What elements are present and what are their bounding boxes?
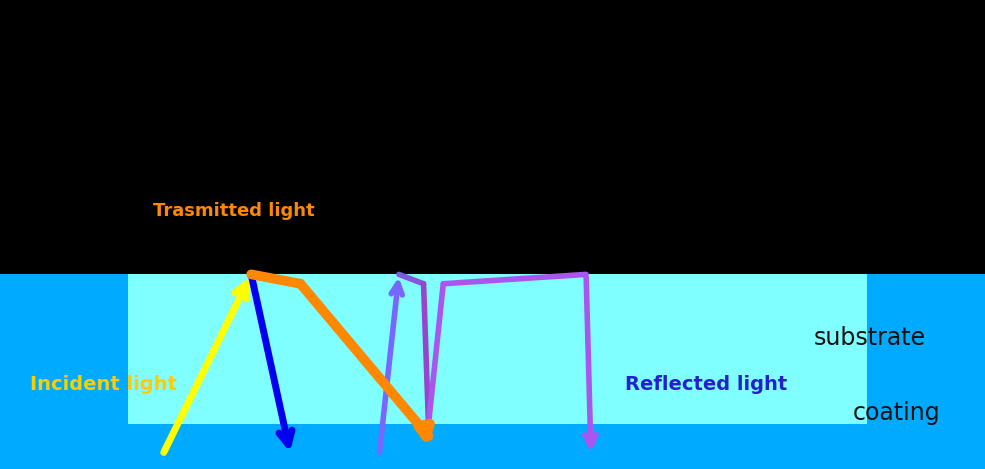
Text: Incident light: Incident light [30, 375, 176, 394]
Text: Trasmitted light: Trasmitted light [153, 202, 314, 220]
Bar [0, 274, 985, 469]
Text: coating: coating [853, 401, 941, 425]
Bar [128, 274, 867, 424]
Text: Reflected light: Reflected light [625, 375, 788, 394]
Text: substrate: substrate [814, 325, 926, 350]
